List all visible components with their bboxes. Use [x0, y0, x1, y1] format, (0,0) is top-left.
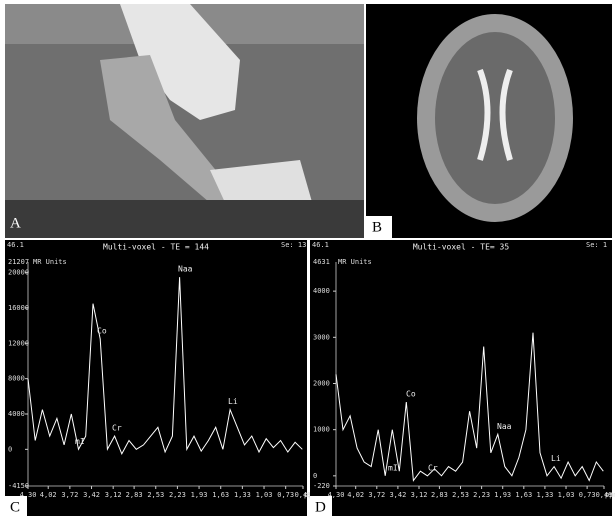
chart-bg: [310, 240, 612, 516]
panel-label: A: [10, 215, 21, 231]
x-tick-label: 1,93: [494, 491, 511, 499]
figure: A B 46.1 Multi-voxel - TE = 144 Se: 13 2120…: [0, 0, 615, 518]
x-tick-label: 2,53: [147, 491, 164, 499]
x-axis-label: ppm: [605, 491, 615, 499]
x-tick-label: 0,73: [277, 491, 294, 499]
x-tick-label: 3,12: [105, 491, 122, 499]
x-tick-label: 2,83: [126, 491, 143, 499]
x-tick-label: 3,12: [411, 491, 428, 499]
photo-floor: [5, 200, 364, 238]
peak-label: Cr: [428, 463, 438, 472]
x-tick-label: 1,33: [536, 491, 553, 499]
y-tick-label: 12000: [8, 339, 29, 347]
y-tick-label: 16000: [8, 304, 29, 312]
x-tick-label: 2,23: [169, 491, 186, 499]
header-right: Se: 13: [281, 241, 306, 249]
panel-label: B: [372, 219, 382, 235]
y-tick-label: 1000: [313, 426, 330, 434]
x-tick-label: 3,42: [83, 491, 100, 499]
y-tick-label: 4000: [313, 287, 330, 295]
x-tick-label: 1,33: [234, 491, 251, 499]
x-tick-label: 1,03: [256, 491, 273, 499]
x-tick-label: 1,63: [212, 491, 229, 499]
peak-label: Cr: [112, 424, 122, 433]
y-tick-label: 0: [313, 472, 317, 480]
spectra: 46.1 Multi-voxel - TE = 144 Se: 13 21207 MR …: [5, 240, 615, 517]
y-tick-label: 0: [8, 445, 12, 453]
peak-label: Co: [97, 326, 107, 335]
x-tick-label: 3,72: [368, 491, 385, 499]
y-axis-label: MR Units: [338, 258, 372, 266]
y-axis-label: MR Units: [33, 258, 67, 266]
x-tick-label: 2,83: [431, 491, 448, 499]
chart-title: Multi-voxel - TE= 35: [413, 243, 510, 252]
panel-label: C: [10, 499, 20, 515]
x-tick-label: 1,93: [191, 491, 208, 499]
y-tick-label: 8000: [8, 375, 25, 383]
header-left: 46.1: [7, 241, 24, 249]
mri-inner: [435, 32, 555, 204]
x-tick-label: 3,42: [389, 491, 406, 499]
peak-label: mI: [388, 463, 398, 472]
y-max: 4631: [313, 258, 330, 266]
y-tick-label: 20000: [8, 269, 29, 277]
y-tick-label: 2000: [313, 379, 330, 387]
y-tick-label: 3000: [313, 333, 330, 341]
x-tick-label: 1,63: [515, 491, 532, 499]
x-tick-label: 4,02: [40, 491, 57, 499]
x-tick-label: 2,53: [452, 491, 469, 499]
panel-label: D: [315, 499, 326, 515]
peak-label: Co: [406, 389, 416, 398]
y-tick-label: -220: [313, 482, 330, 490]
chart-title: Multi-voxel - TE = 144: [103, 243, 209, 252]
peak-label: Naa: [497, 422, 512, 431]
y-max: 21207: [8, 258, 29, 266]
header-right: Se: 1: [586, 241, 607, 249]
x-tick-label: 3,72: [61, 491, 78, 499]
x-tick-label: 2,23: [473, 491, 490, 499]
chart-bg: [5, 240, 307, 516]
x-tick-label: 1,03: [558, 491, 575, 499]
y-tick-label: -4150: [8, 482, 29, 490]
peak-label: Li: [551, 454, 561, 463]
photo-panel: A: [5, 4, 364, 238]
x-tick-label: 4,02: [347, 491, 364, 499]
peak-label: mI: [75, 437, 85, 446]
peak-label: Naa: [178, 265, 193, 274]
peak-label: Li: [228, 397, 238, 406]
mri-panel: B: [366, 4, 612, 238]
x-tick-label: 0,73: [579, 491, 596, 499]
y-tick-label: 4000: [8, 410, 25, 418]
header-left: 46.1: [312, 241, 329, 249]
